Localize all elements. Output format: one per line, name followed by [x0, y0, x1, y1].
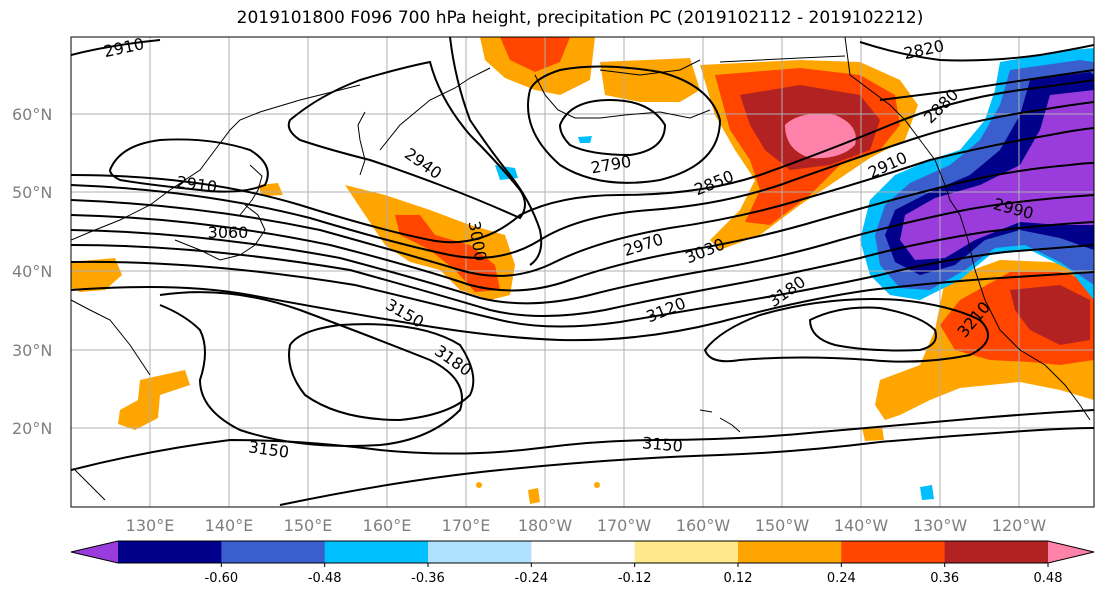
coastlines: [71, 37, 1091, 501]
lon-label: 160°W: [676, 516, 731, 535]
lon-label: 130°W: [913, 516, 968, 535]
map-frame: [70, 36, 1095, 508]
contour-label: 3150: [641, 433, 683, 455]
colorbar-tick-label: 0.48: [1034, 571, 1063, 586]
lon-label: 170°W: [597, 516, 652, 535]
map-title: 2019101800 F096 700 hPa height, precipit…: [236, 8, 924, 28]
contour-label: 3060: [208, 223, 249, 242]
colorbar-swatch: [738, 541, 842, 563]
colorbar-tick-labels: -0.60 -0.48 -0.36 -0.24 -0.12 0.12 0.24 0.36 0.4…: [205, 563, 1063, 586]
colorbar-tick-label: -0.24: [515, 571, 549, 586]
colorbar-outline: [70, 540, 1095, 564]
lon-label: 150°E: [284, 516, 333, 535]
lat-label: 60°N: [12, 105, 52, 124]
lon-label: 140°E: [205, 516, 254, 535]
lat-label: 30°N: [12, 341, 52, 360]
height-contours: [71, 37, 1094, 506]
lon-label: 160°E: [363, 516, 412, 535]
lat-label: 50°N: [12, 183, 52, 202]
lat-label: 20°N: [12, 419, 52, 438]
colorbar-swatch: [428, 541, 532, 563]
colorbar: [70, 540, 1095, 564]
colorbar-swatch: [531, 541, 636, 563]
colorbar-extend-min: [71, 541, 118, 563]
longitude-labels: 130°E 140°E 150°E 160°E 170°E 180°W 170°…: [126, 516, 1047, 535]
lon-label: 120°W: [992, 516, 1047, 535]
colorbar-swatch: [118, 541, 222, 563]
latitude-labels: 60°N 50°N 40°N 30°N 20°N: [12, 105, 52, 438]
colorbar-swatch: [841, 541, 946, 563]
lat-label: 40°N: [12, 262, 52, 281]
colorbar-tick-label: -0.36: [411, 571, 445, 586]
lon-label: 130°E: [126, 516, 175, 535]
colorbar-tick-label: -0.48: [308, 571, 342, 586]
lon-label: 140°W: [834, 516, 889, 535]
colorbar-swatch: [944, 541, 1049, 563]
lon-label: 150°W: [755, 516, 810, 535]
colorbar-swatch: [634, 541, 739, 563]
colorbar-tick-label: -0.12: [618, 571, 652, 586]
lon-label: 180°W: [518, 516, 573, 535]
map-panel: 2910 3060 2940 3000 2790 2850 2970 3030 …: [71, 37, 1094, 507]
colorbar-tick-label: 0.36: [930, 571, 959, 586]
colorbar-tick-label: -0.60: [205, 571, 239, 586]
colorbar-swatch: [221, 541, 326, 563]
colorbar-tick-label: 0.12: [724, 571, 753, 586]
colorbar-extend-max: [1048, 541, 1094, 563]
colorbar-tick-label: 0.24: [827, 571, 856, 586]
colorbar-swatch: [324, 541, 429, 563]
lon-label: 170°E: [442, 516, 491, 535]
